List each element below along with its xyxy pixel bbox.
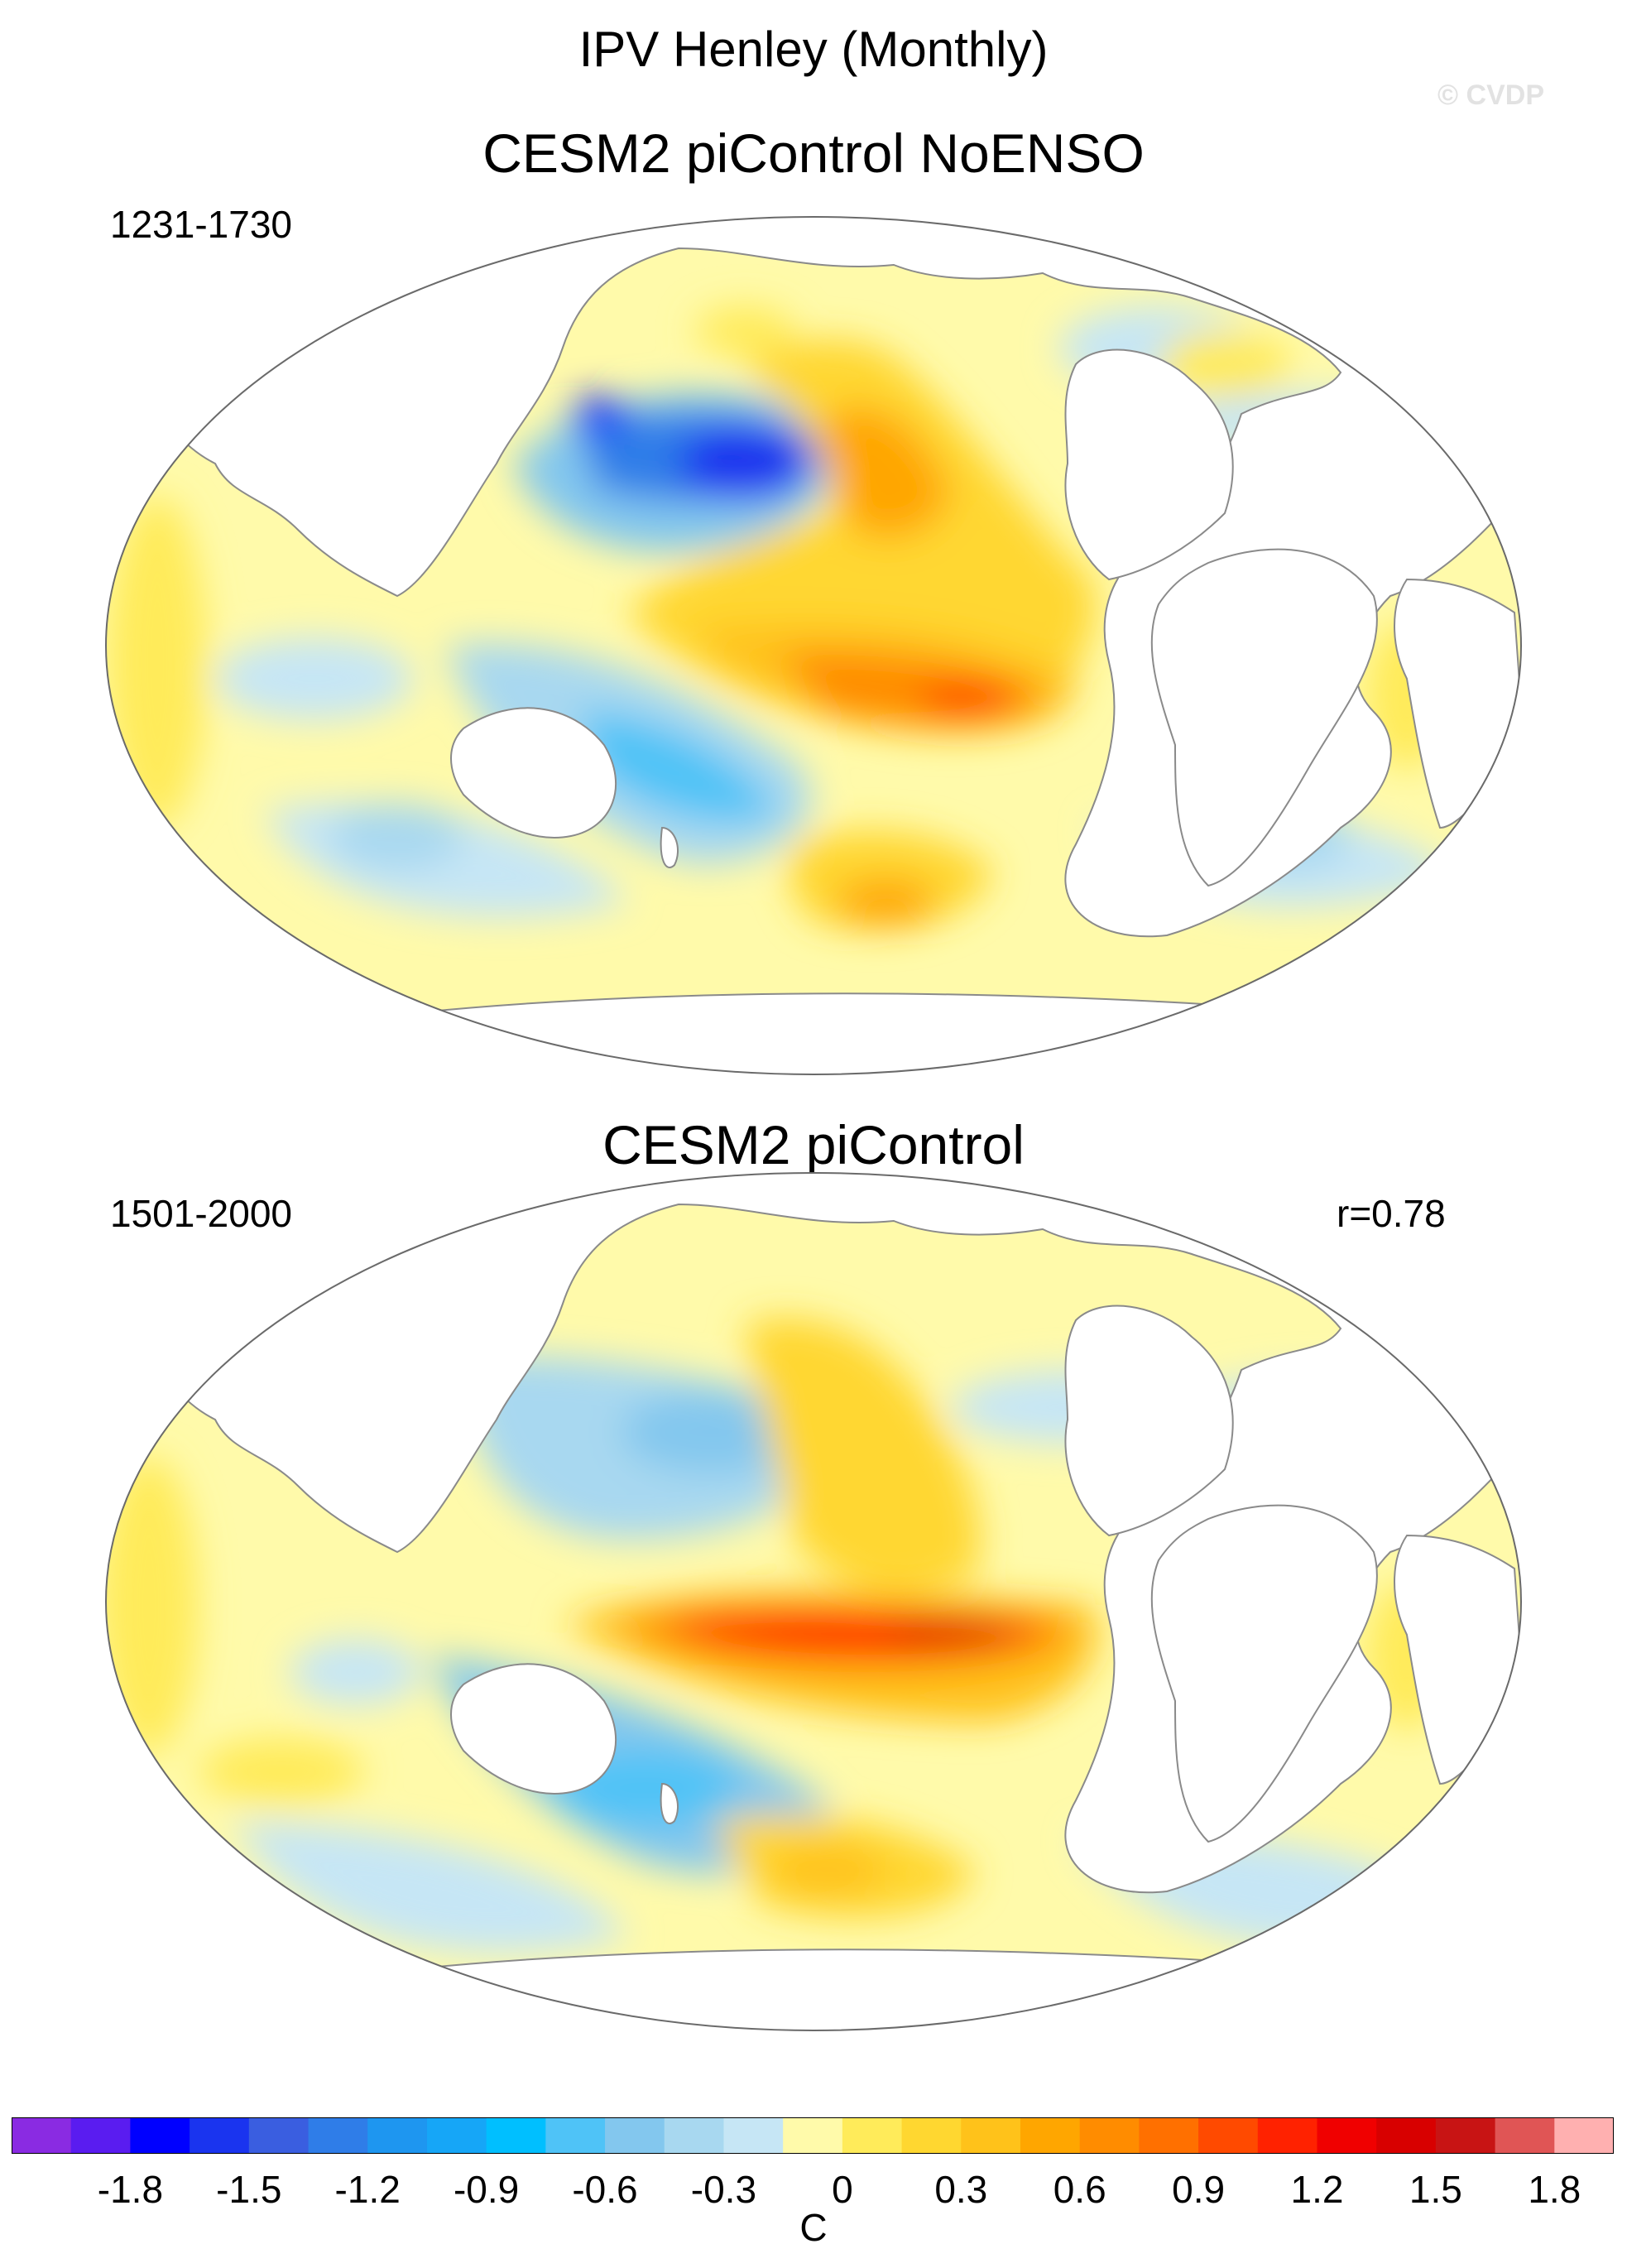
colorbar-tick-label: -0.9 xyxy=(453,2168,520,2211)
colorbar-swatch xyxy=(367,2117,428,2154)
colorbar xyxy=(12,2117,1614,2154)
colorbar-swatch xyxy=(605,2117,665,2154)
panel-1-map xyxy=(105,216,1522,1075)
colorbar-swatch xyxy=(1317,2117,1377,2154)
colorbar-swatch xyxy=(130,2117,190,2154)
colorbar-swatch xyxy=(486,2117,546,2154)
colorbar-tick-label: 1.8 xyxy=(1528,2168,1581,2211)
colorbar-tick-label: -1.5 xyxy=(216,2168,282,2211)
panel-2-map xyxy=(105,1172,1522,2031)
colorbar-swatch xyxy=(190,2117,250,2154)
colorbar-units: C xyxy=(799,2206,828,2249)
panel-1-title: CESM2 piControl NoENSO xyxy=(482,123,1145,184)
colorbar-swatch xyxy=(901,2117,962,2154)
colorbar-tick-label: 0.3 xyxy=(934,2168,988,2211)
colorbar-tick-label: 1.5 xyxy=(1409,2168,1462,2211)
colorbar-swatch xyxy=(308,2117,368,2154)
colorbar-swatch xyxy=(426,2117,487,2154)
colorbar-swatch xyxy=(248,2117,310,2154)
watermark: © CVDP xyxy=(1437,79,1544,111)
colorbar-swatch xyxy=(1435,2117,1496,2154)
colorbar-swatch xyxy=(12,2117,72,2154)
colorbar-tick-label: 0 xyxy=(832,2168,853,2211)
colorbar-swatch xyxy=(664,2117,725,2154)
colorbar-swatch xyxy=(842,2117,903,2154)
colorbar-tick-label: -1.2 xyxy=(334,2168,401,2211)
colorbar-swatch xyxy=(1198,2117,1259,2154)
colorbar-swatch xyxy=(545,2117,606,2154)
colorbar-swatch xyxy=(70,2117,131,2154)
panel-1-period: 1231-1730 xyxy=(110,203,292,246)
colorbar-swatch xyxy=(1020,2117,1081,2154)
colorbar-swatch xyxy=(1554,2117,1614,2154)
panel-2-period: 1501-2000 xyxy=(110,1192,292,1235)
colorbar-tick-label: 0.6 xyxy=(1053,2168,1106,2211)
colorbar-labels: -1.8 -1.5 -1.2 -0.9 -0.6 -0.3 0 0.3 0.6 0.9 1.2 1.5… xyxy=(0,2167,1627,2217)
panel-2-correlation: r=0.78 xyxy=(1337,1192,1446,1235)
colorbar-tick-label: 1.2 xyxy=(1290,2168,1344,2211)
colorbar-swatch xyxy=(961,2117,1021,2154)
figure-title: IPV Henley (Monthly) xyxy=(578,22,1049,77)
panel-2-title: CESM2 piControl xyxy=(602,1114,1025,1175)
colorbar-tick-label: 0.9 xyxy=(1172,2168,1226,2211)
colorbar-swatch xyxy=(1376,2117,1437,2154)
colorbar-tick-label: -0.6 xyxy=(572,2168,638,2211)
colorbar-swatch xyxy=(1257,2117,1318,2154)
colorbar-tick-label: -0.3 xyxy=(690,2168,757,2211)
colorbar-swatch xyxy=(783,2117,843,2154)
colorbar-swatch xyxy=(1079,2117,1140,2154)
colorbar-swatch xyxy=(1495,2117,1555,2154)
colorbar-tick-label: -1.8 xyxy=(97,2168,164,2211)
colorbar-frame xyxy=(12,2117,1614,2154)
colorbar-swatch xyxy=(1139,2117,1199,2154)
colorbar-swatch xyxy=(723,2117,784,2154)
